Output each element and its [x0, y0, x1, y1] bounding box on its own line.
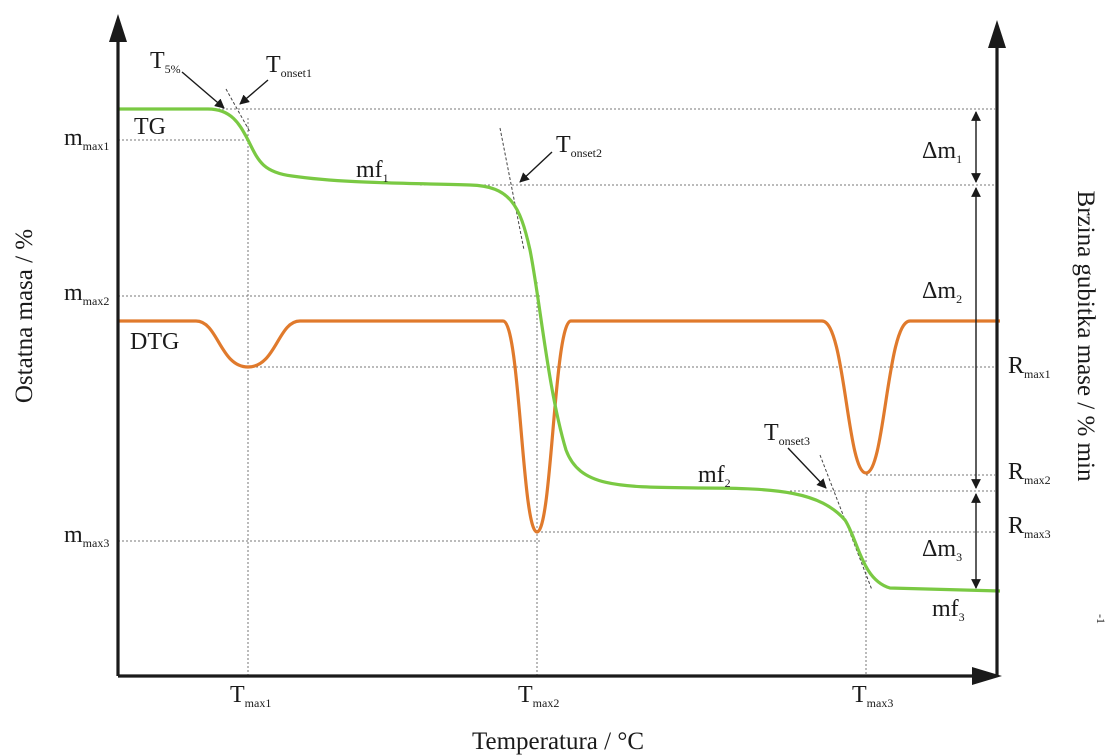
- x-axis-arrow: [972, 667, 1002, 685]
- tangent-onset1: [225, 88, 251, 133]
- label-rmax2: Rmax2: [1008, 459, 1051, 487]
- y-axis-left-arrow: [109, 14, 127, 42]
- label-dm3: Δm3: [922, 536, 962, 564]
- dtg-label: DTG: [130, 329, 179, 355]
- label-dm1: Δm1: [922, 138, 962, 166]
- y-axis-right-title: Brzina gubitka mase / % min: [1072, 191, 1099, 482]
- label-mmax1: mmax1: [64, 125, 109, 153]
- pointer-t5: [181, 71, 225, 109]
- label-tmax1: Tmax1: [230, 682, 271, 710]
- label-mmax3: mmax3: [64, 522, 109, 550]
- label-mmax2: mmax2: [64, 280, 109, 308]
- label-tmax3: Tmax3: [852, 682, 893, 710]
- pointer-tonset3: [787, 447, 827, 489]
- label-tonset2: Tonset2: [556, 132, 602, 160]
- pointer-tonset2: [519, 151, 553, 183]
- tg-curve: [118, 107, 1001, 593]
- label-tonset1: Tonset1: [266, 52, 312, 80]
- label-mf3: mf3: [932, 596, 965, 624]
- x-axis-title: Temperatura / °C: [472, 728, 644, 755]
- pointer-tonset1: [239, 79, 269, 105]
- y-axis-left-title: Ostatna masa / %: [11, 229, 38, 403]
- label-dm2: Δm2: [922, 278, 962, 306]
- pointer-arrows: [181, 71, 827, 489]
- dtg-curve: [118, 319, 1000, 534]
- label-t5: T5%: [150, 48, 181, 76]
- tangent-onset2: [499, 127, 525, 251]
- y-axis-right-title-exponent: -1: [1094, 614, 1108, 624]
- label-tonset3: Tonset3: [764, 420, 810, 448]
- axes: [109, 14, 1006, 685]
- label-rmax1: Rmax1: [1008, 353, 1051, 381]
- label-mf1: mf1: [356, 157, 389, 185]
- label-tmax2: Tmax2: [518, 682, 559, 710]
- y-axis-right-arrow: [988, 20, 1006, 48]
- tg-label: TG: [134, 114, 166, 140]
- guide-lines: [118, 108, 995, 676]
- label-rmax3: Rmax3: [1008, 513, 1051, 541]
- label-mf2: mf2: [698, 462, 731, 490]
- tangent-lines: [225, 88, 873, 591]
